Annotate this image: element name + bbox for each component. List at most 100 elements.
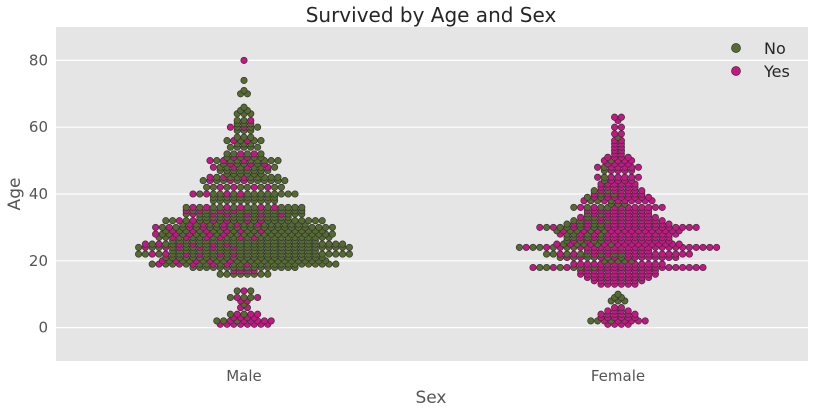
data-point-yes: [672, 250, 680, 258]
data-point-yes: [658, 203, 666, 211]
data-point-no: [318, 217, 326, 225]
data-point-no: [328, 230, 336, 238]
legend-label-yes: Yes: [763, 62, 790, 81]
data-point-no: [274, 157, 282, 165]
data-point-yes: [594, 173, 602, 181]
data-point-yes: [638, 203, 646, 211]
data-point-no: [264, 270, 272, 278]
data-point-no: [162, 240, 170, 248]
data-point-no: [230, 150, 238, 158]
data-point-yes: [203, 203, 211, 211]
data-point-no: [308, 223, 316, 231]
data-point-yes: [675, 240, 683, 248]
data-point-yes: [577, 213, 585, 221]
data-point-yes: [621, 173, 629, 181]
data-point-no: [240, 293, 248, 302]
data-point-yes: [679, 263, 687, 272]
data-point-yes: [175, 217, 183, 225]
data-point-yes: [223, 190, 231, 198]
data-point-no: [199, 177, 207, 185]
data-point-yes: [570, 260, 578, 268]
data-point-no: [233, 287, 241, 295]
data-point-yes: [522, 243, 530, 251]
data-point-yes: [651, 213, 659, 221]
data-point-no: [583, 193, 591, 201]
legend-marker-no: [731, 43, 741, 53]
data-point-yes: [577, 260, 585, 268]
data-point-yes: [651, 203, 659, 211]
data-point-yes: [624, 307, 632, 315]
data-point-yes: [590, 260, 598, 268]
data-point-no: [311, 217, 319, 225]
data-point-no: [257, 150, 265, 158]
data-point-no: [271, 163, 279, 171]
data-point-yes: [237, 150, 245, 158]
data-point-no: [570, 217, 578, 225]
data-point-no: [345, 243, 353, 251]
data-point-yes: [549, 263, 557, 272]
data-point-yes: [162, 250, 170, 258]
data-point-yes: [223, 203, 231, 211]
x-tick-label: Female: [591, 367, 645, 385]
data-point-no: [332, 260, 340, 268]
data-point-no: [254, 123, 262, 131]
data-point-no: [230, 190, 238, 198]
data-point-no: [563, 250, 571, 258]
data-point-yes: [614, 173, 622, 181]
data-point-no: [339, 250, 347, 258]
data-point-yes: [699, 243, 707, 251]
data-point-no: [226, 310, 234, 318]
data-point-no: [556, 223, 564, 231]
data-point-yes: [617, 123, 625, 131]
data-point-no: [203, 183, 211, 191]
x-tick-labels: Male Female: [226, 367, 645, 385]
data-point-yes: [685, 223, 693, 231]
data-point-yes: [658, 260, 666, 268]
data-point-no: [257, 183, 265, 191]
data-point-yes: [240, 56, 248, 64]
data-point-no: [158, 223, 166, 231]
data-point-no: [339, 240, 347, 248]
x-axis-label: Sex: [415, 388, 446, 408]
data-point-no: [247, 133, 255, 141]
y-tick-label: 60: [29, 118, 48, 136]
data-point-no: [284, 203, 292, 211]
data-point-no: [226, 143, 234, 151]
data-point-yes: [706, 243, 714, 251]
data-point-yes: [206, 173, 214, 181]
data-point-yes: [267, 317, 275, 325]
data-point-yes: [617, 113, 625, 121]
data-point-no: [332, 250, 340, 258]
data-point-no: [322, 223, 330, 231]
data-point-yes: [247, 116, 255, 125]
data-point-no: [291, 203, 299, 211]
data-point-no: [155, 250, 163, 258]
data-point-no: [223, 183, 231, 191]
data-point-no: [315, 223, 323, 231]
data-point-no: [220, 317, 228, 325]
data-point-yes: [672, 223, 680, 231]
data-point-yes: [685, 250, 693, 258]
data-point-no: [213, 173, 221, 181]
data-point-no: [216, 203, 224, 211]
data-point-yes: [617, 304, 625, 312]
data-point-no: [277, 190, 285, 198]
data-point-yes: [577, 203, 585, 211]
legend: No Yes: [731, 39, 790, 81]
data-point-no: [135, 243, 143, 251]
data-point-yes: [583, 260, 591, 268]
data-point-yes: [549, 223, 557, 231]
data-point-yes: [597, 310, 605, 318]
data-point-yes: [634, 173, 642, 181]
data-point-no: [291, 190, 299, 198]
y-tick-label: 0: [38, 319, 48, 337]
data-point-no: [305, 217, 313, 225]
data-point-yes: [155, 240, 163, 248]
data-point-yes: [203, 190, 211, 198]
data-point-yes: [570, 250, 578, 258]
data-point-yes: [679, 223, 687, 231]
data-point-yes: [611, 304, 619, 312]
data-point-yes: [233, 293, 241, 302]
data-point-no: [216, 270, 224, 278]
